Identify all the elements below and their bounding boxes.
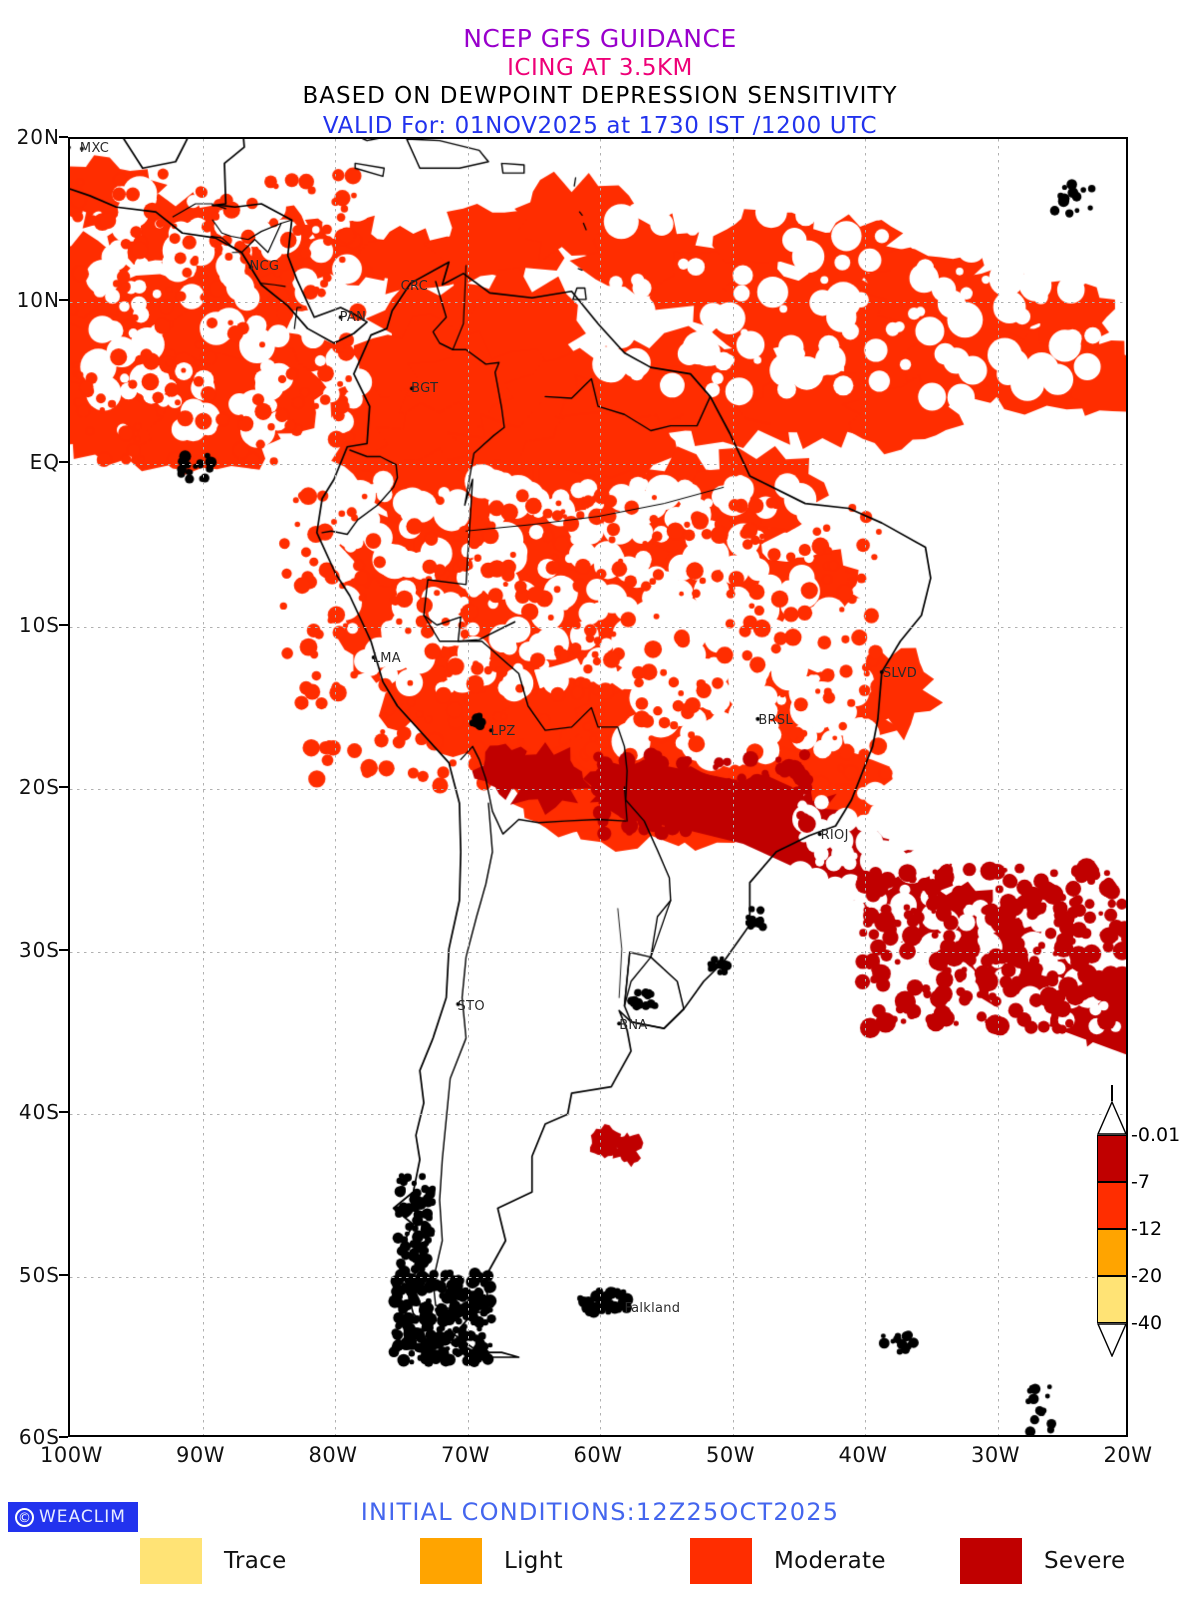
city-label: PAN [339, 309, 367, 325]
y-axis-tick [59, 1436, 68, 1438]
y-axis-tick-label: 20N [16, 125, 60, 149]
title-basis: BASED ON DEWPOINT DEPRESSION SENSITIVITY [302, 83, 898, 109]
severity-legend: Trace Light Moderate Severe [0, 1538, 1200, 1588]
x-axis-tick-label: 70W [441, 1443, 490, 1467]
legend-swatch [690, 1538, 752, 1584]
colorbar-cap-top-icon [1097, 1101, 1127, 1135]
legend-swatch [140, 1538, 202, 1584]
y-axis-tick [59, 461, 68, 463]
gridline-horizontal [70, 464, 1126, 465]
city-label: BNA [619, 1018, 648, 1034]
x-axis-tick-label: 30W [971, 1443, 1020, 1467]
colorbar-tick-label: -12 [1131, 1218, 1163, 1240]
legend-swatch [960, 1538, 1022, 1584]
legend-item[interactable]: Severe [960, 1538, 1125, 1584]
y-axis-tick [59, 1273, 68, 1276]
city-label: CRC [400, 278, 429, 294]
gridline-horizontal [70, 951, 1126, 953]
x-axis-tick-label: 60W [573, 1443, 623, 1467]
city-label: SLVD [882, 665, 918, 681]
y-axis-tick-label: 20S [18, 775, 60, 799]
y-axis-tick-label: 30S [18, 937, 60, 962]
city-label: BRSL [758, 712, 793, 728]
city-label: NCG [249, 259, 280, 275]
gridline-horizontal [70, 626, 1126, 628]
title-product: ICING AT 3.5KM [507, 55, 693, 81]
colorbar: -0.01 -7 -12 -20 -40 [1097, 1085, 1180, 1357]
gridline-vertical [335, 139, 336, 1435]
y-axis-tick-label: 40S [18, 1100, 60, 1124]
colorbar-band [1097, 1135, 1127, 1182]
legend-item[interactable]: Moderate [690, 1538, 886, 1584]
colorbar-cap-bottom-icon [1097, 1323, 1127, 1357]
gridline-horizontal [70, 789, 1126, 790]
y-axis-tick-label: EQ [29, 450, 60, 474]
colorbar-tick-label: -40 [1131, 1312, 1163, 1334]
y-axis-tick [59, 786, 68, 788]
y-axis-tick-label: 10N [16, 287, 60, 312]
city-label: Falkland [624, 1301, 681, 1316]
colorbar-band [1097, 1182, 1127, 1229]
y-axis-tick [59, 298, 68, 301]
y-axis-tick [59, 136, 68, 138]
city-label: LMA [372, 651, 402, 666]
title-agency: NCEP GFS GUIDANCE [463, 24, 737, 53]
x-axis-tick-label: 80W [308, 1443, 358, 1467]
legend-label: Moderate [774, 1548, 886, 1574]
initial-conditions-label: INITIAL CONDITIONS:12Z25OCT2025 [360, 1498, 840, 1526]
legend-item[interactable]: Light [420, 1538, 563, 1584]
y-axis-tick-label: 50S [18, 1262, 60, 1287]
gridline-horizontal [70, 301, 1126, 303]
legend-swatch [420, 1538, 482, 1584]
gridline-vertical [865, 139, 866, 1435]
city-label: LPZ [490, 724, 516, 740]
legend-label: Light [504, 1548, 563, 1574]
x-axis-tick-label: 100W [40, 1443, 103, 1467]
copyright-icon: © [15, 1507, 34, 1527]
colorbar-tick-label: -7 [1131, 1171, 1150, 1193]
x-axis-tick-label: 50W [706, 1443, 755, 1467]
y-axis-tick [59, 1111, 68, 1113]
city-label: MXC [79, 140, 110, 156]
map-plot-frame[interactable]: MXC NCG PAN CRC BGT LMA LPZ BRSL SLVD RIOJ STO BNA F… [68, 137, 1128, 1437]
gridline-vertical [732, 139, 734, 1435]
y-axis-tick-label: 60S [18, 1425, 60, 1449]
icing-heatmap-canvas [70, 139, 1126, 1435]
weaclim-logo[interactable]: © WEACLIM [8, 1502, 138, 1532]
legend-item[interactable]: Trace [140, 1538, 287, 1584]
x-axis-tick-label: 40W [838, 1443, 888, 1467]
colorbar-stem [1111, 1085, 1113, 1101]
colorbar-band [1097, 1276, 1127, 1323]
city-label: STO [457, 998, 485, 1014]
gridline-vertical [600, 139, 601, 1435]
colorbar-band [1097, 1229, 1127, 1276]
brand-label: WEACLIM [39, 1507, 126, 1527]
colorbar-tick-label: -20 [1131, 1265, 1163, 1287]
x-axis-tick-label: 20W [1103, 1443, 1153, 1467]
y-axis-tick [59, 623, 68, 626]
gridline-vertical [202, 139, 204, 1435]
gridline-vertical [467, 139, 469, 1435]
gridline-horizontal [70, 1114, 1126, 1115]
gridline-vertical [997, 139, 999, 1435]
colorbar-tick-label: -0.01 [1131, 1124, 1181, 1146]
legend-label: Severe [1044, 1548, 1126, 1574]
title-valid: VALID For: 01NOV2025 at 1730 IST /1200 U… [322, 113, 878, 139]
city-label: RIOJ [820, 828, 849, 844]
y-axis-tick [59, 948, 68, 951]
legend-label: Trace [224, 1548, 287, 1574]
gridline-horizontal [70, 1276, 1126, 1278]
city-label: BGT [411, 381, 439, 397]
title-block: NCEP GFS GUIDANCE ICING AT 3.5KM BASED O… [0, 24, 1200, 141]
x-axis-tick-label: 90W [176, 1443, 225, 1467]
y-axis-tick-label: 10S [18, 612, 60, 637]
